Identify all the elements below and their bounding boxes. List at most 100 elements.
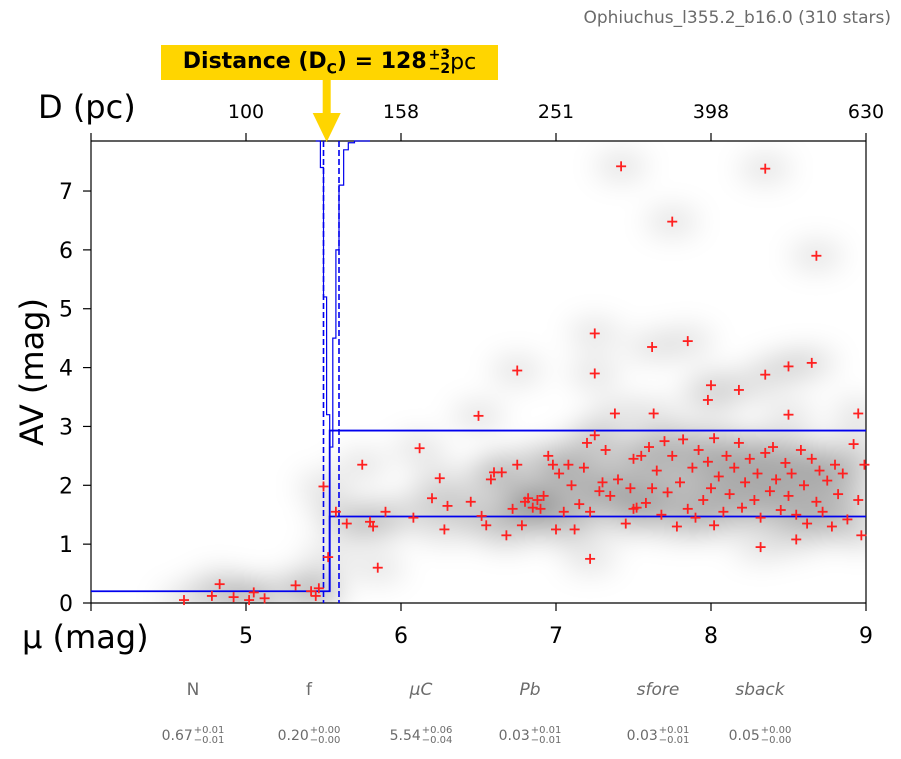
star-marker <box>802 518 813 529</box>
callout-prefix: Distance (D <box>182 48 327 74</box>
param-plus: +0.01 <box>658 725 690 736</box>
star-marker <box>733 437 744 448</box>
star-marker <box>760 447 771 458</box>
star-marker <box>822 475 833 486</box>
star-marker <box>644 442 654 453</box>
x2-tick-label: 158 <box>383 101 419 123</box>
y-tick-label: 1 <box>59 533 73 558</box>
star-marker <box>806 453 817 464</box>
star-marker <box>473 410 484 421</box>
star-marker <box>589 368 600 379</box>
star-marker <box>594 486 605 497</box>
star-marker <box>625 483 636 494</box>
star-marker <box>826 521 837 532</box>
param-value-main: 0.67 <box>161 728 193 744</box>
y-axis: 0 1 2 3 4 5 6 7 <box>59 180 91 617</box>
star-marker <box>702 394 713 405</box>
star-marker <box>538 490 549 501</box>
param-minus: −0.01 <box>658 735 690 746</box>
star-marker <box>609 408 620 419</box>
star-marker <box>485 474 496 485</box>
param-plus: +0.00 <box>760 725 792 736</box>
param-value-main: 0.05 <box>728 728 760 744</box>
param-minus: −0.04 <box>421 735 453 746</box>
star-marker <box>737 502 747 513</box>
param-name: sfore <box>636 680 680 700</box>
star-marker <box>547 459 558 470</box>
star-marker <box>799 480 809 491</box>
star-marker <box>724 489 735 500</box>
star-marker <box>678 434 689 445</box>
param-name: Pb <box>519 680 541 700</box>
param-value: 0.20 +0.00 −0.00 <box>278 726 341 746</box>
star-marker <box>465 496 476 507</box>
star-marker <box>368 521 379 532</box>
distance-posterior-histogram <box>315 140 370 448</box>
star-marker <box>791 509 802 520</box>
model-lines <box>91 140 866 603</box>
star-marker <box>806 357 817 368</box>
param-value-uncertainty: +0.01 −0.01 <box>659 726 690 746</box>
param-value-main: 0.03 <box>498 728 530 744</box>
star-marker <box>206 590 217 601</box>
density-blob <box>835 521 866 550</box>
param-minus: −0.01 <box>530 735 562 746</box>
density-blob <box>838 450 866 479</box>
star-marker <box>616 161 627 172</box>
callout-mid: ) = 128 <box>336 48 427 74</box>
star-marker <box>323 552 334 563</box>
star-marker <box>760 163 771 174</box>
x2-tick-label: 100 <box>228 101 264 123</box>
density-blob <box>832 399 866 428</box>
x-tick-label: 8 <box>704 624 718 649</box>
param-value: 0.05 +0.00 −0.00 <box>729 726 792 746</box>
star-marker <box>290 580 301 591</box>
star-marker <box>516 520 527 531</box>
star-marker <box>706 483 716 494</box>
star-marker <box>306 586 317 597</box>
star-marker <box>752 468 763 479</box>
param-value: 0.03 +0.01 −0.01 <box>499 726 562 746</box>
param-name: μC <box>409 680 433 700</box>
star-marker <box>640 497 651 508</box>
density-shading <box>158 152 866 603</box>
star-marker <box>675 477 685 488</box>
x-tick-label: 9 <box>859 624 873 649</box>
param-value-main: 5.54 <box>389 728 421 744</box>
star-marker <box>786 468 797 479</box>
star-marker <box>372 562 383 573</box>
star-marker <box>558 506 569 517</box>
param-value: 5.54 +0.06 −0.04 <box>390 726 453 746</box>
x2-tick-label: 630 <box>848 101 884 123</box>
star-marker <box>814 465 825 476</box>
star-marker <box>755 512 766 523</box>
distance-callout: Distance (DC) = 128 +3 −2 pc <box>161 45 498 80</box>
star-marker <box>647 483 658 494</box>
y-tick-label: 6 <box>59 239 73 264</box>
param-plus: +0.06 <box>421 725 453 736</box>
star-marker <box>434 473 445 484</box>
plot-frame <box>90 140 867 604</box>
star-marker <box>833 489 844 500</box>
star-marker <box>563 459 574 470</box>
star-marker <box>659 436 670 447</box>
star-marker <box>667 216 678 227</box>
star-marker <box>698 495 709 506</box>
arrow-head <box>312 113 341 142</box>
star-marker <box>744 453 755 464</box>
star-marker <box>667 450 678 461</box>
star-marker <box>780 457 791 468</box>
star-marker <box>228 592 239 603</box>
star-marker <box>795 444 806 455</box>
star-marker <box>817 506 828 517</box>
star-marker <box>523 493 534 504</box>
star-marker <box>671 521 682 532</box>
callout-unit: pc <box>450 50 477 75</box>
x2-tick-label: 398 <box>693 101 729 123</box>
param-name: N <box>186 680 200 700</box>
x-tick-label: 5 <box>239 624 253 649</box>
star-marker <box>651 465 662 476</box>
star-marker <box>768 442 778 453</box>
star-marker <box>179 595 189 606</box>
star-marker <box>414 443 425 454</box>
